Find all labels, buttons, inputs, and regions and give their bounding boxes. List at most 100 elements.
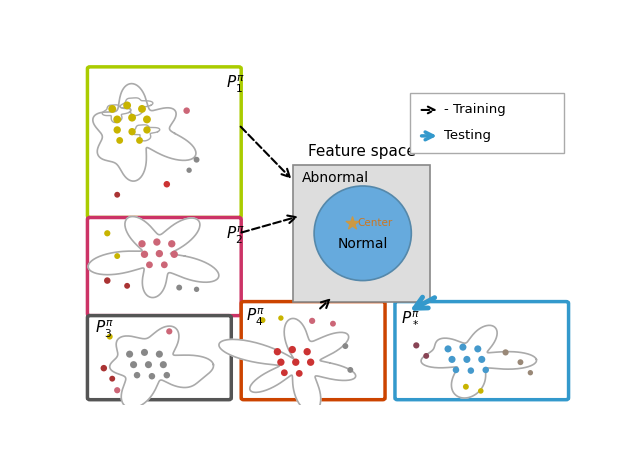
Point <box>473 345 483 353</box>
Text: $P_2^\pi$: $P_2^\pi$ <box>227 224 245 246</box>
FancyBboxPatch shape <box>88 67 241 217</box>
Polygon shape <box>93 84 196 181</box>
Text: Abnormal: Abnormal <box>302 171 369 185</box>
Point <box>279 369 289 376</box>
Point <box>466 367 476 374</box>
Point <box>340 343 351 350</box>
Polygon shape <box>219 318 356 412</box>
Point <box>143 361 154 368</box>
Point <box>137 240 147 248</box>
Ellipse shape <box>314 186 412 281</box>
Point <box>174 284 184 291</box>
Text: Feature space: Feature space <box>308 144 415 159</box>
Point <box>122 282 132 289</box>
Text: - Training: - Training <box>444 103 506 116</box>
Text: $P_1^\pi$: $P_1^\pi$ <box>227 74 245 95</box>
Polygon shape <box>120 98 153 116</box>
Point <box>104 333 115 340</box>
Polygon shape <box>102 105 131 122</box>
Point <box>461 383 471 390</box>
Point <box>124 350 135 358</box>
Text: Testing: Testing <box>444 129 491 142</box>
Point <box>134 137 145 144</box>
Point <box>112 253 122 260</box>
Point <box>500 349 511 356</box>
Text: $P_4^\pi$: $P_4^\pi$ <box>246 307 265 328</box>
FancyBboxPatch shape <box>410 93 564 153</box>
Point <box>347 219 357 227</box>
Text: $P_3^\pi$: $P_3^\pi$ <box>95 319 114 340</box>
Point <box>127 128 137 135</box>
Point <box>182 107 192 114</box>
Point <box>107 375 117 382</box>
Point <box>112 116 122 123</box>
Point <box>443 345 453 353</box>
Point <box>476 387 486 394</box>
Point <box>302 348 312 355</box>
Point <box>112 126 122 134</box>
Point <box>191 286 202 293</box>
Point <box>477 356 487 363</box>
Point <box>112 387 122 394</box>
Point <box>159 261 170 268</box>
Point <box>137 105 147 112</box>
Point <box>525 369 536 376</box>
Point <box>162 181 172 188</box>
Point <box>152 238 162 246</box>
Point <box>107 105 117 112</box>
Point <box>127 114 137 121</box>
Point <box>451 366 461 374</box>
Point <box>154 350 164 358</box>
Point <box>140 349 150 356</box>
Point <box>115 137 125 144</box>
Point <box>112 191 122 198</box>
Point <box>328 320 338 327</box>
Point <box>257 317 268 324</box>
Text: Normal: Normal <box>337 237 388 251</box>
Point <box>102 277 113 284</box>
Point <box>276 314 286 322</box>
Point <box>291 359 301 366</box>
Point <box>158 361 168 368</box>
Point <box>166 240 177 248</box>
Point <box>447 356 457 363</box>
Point <box>162 372 172 379</box>
Point <box>140 251 150 258</box>
Point <box>169 251 179 258</box>
FancyBboxPatch shape <box>293 165 429 302</box>
Polygon shape <box>131 125 160 141</box>
Point <box>191 156 202 163</box>
Point <box>122 102 132 109</box>
Point <box>129 361 139 368</box>
Text: $P_*^{\tilde{\pi}}$: $P_*^{\tilde{\pi}}$ <box>401 307 420 325</box>
Point <box>147 373 157 380</box>
Point <box>462 356 472 363</box>
Point <box>287 346 298 353</box>
Point <box>142 126 152 134</box>
Point <box>515 359 525 366</box>
Polygon shape <box>421 325 536 398</box>
Polygon shape <box>88 217 219 298</box>
Point <box>132 372 142 379</box>
Point <box>154 250 164 257</box>
Point <box>102 230 113 237</box>
Point <box>184 167 195 174</box>
FancyBboxPatch shape <box>88 217 241 316</box>
Point <box>145 261 155 268</box>
Point <box>481 366 491 374</box>
FancyBboxPatch shape <box>88 316 231 399</box>
Point <box>411 342 421 349</box>
Point <box>305 359 316 366</box>
Point <box>272 348 282 355</box>
Point <box>99 364 109 372</box>
Point <box>458 344 468 351</box>
Point <box>164 328 174 335</box>
FancyBboxPatch shape <box>241 302 385 399</box>
Point <box>294 370 305 377</box>
Text: Center: Center <box>358 218 393 228</box>
Point <box>142 116 152 123</box>
Point <box>307 317 317 324</box>
FancyBboxPatch shape <box>395 302 568 399</box>
Point <box>276 359 286 366</box>
Polygon shape <box>109 326 214 408</box>
